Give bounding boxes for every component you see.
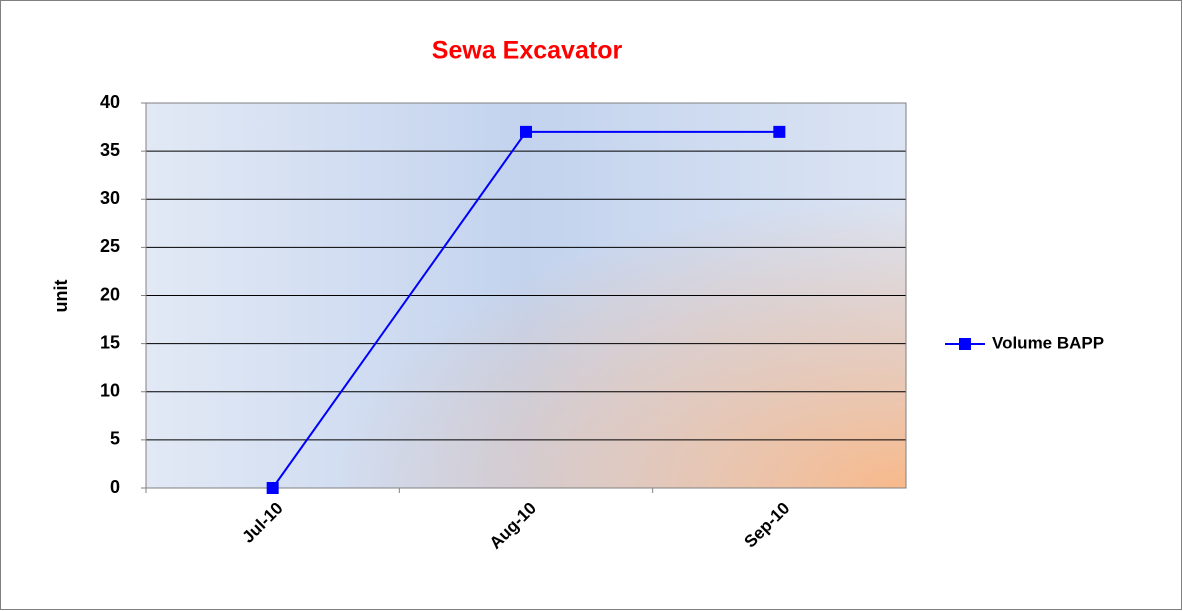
y-tick-label: 10 [100, 381, 120, 401]
marker [773, 125, 786, 138]
y-tick-label: 20 [100, 284, 120, 304]
y-tick-label: 30 [100, 188, 120, 208]
y-tick-label: 40 [100, 92, 120, 112]
y-tick-label: 35 [100, 140, 120, 160]
chart-title: Sewa Excavator [432, 37, 623, 65]
y-tick-label: 25 [100, 236, 120, 256]
y-tick-label: 0 [110, 477, 120, 497]
legend-marker [959, 338, 971, 350]
legend-label: Volume BAPP [992, 333, 1104, 352]
marker [266, 482, 279, 494]
marker [520, 125, 532, 138]
y-axis-label: unit [51, 280, 71, 313]
y-tick-label: 5 [110, 429, 120, 449]
y-tick-label: 15 [100, 332, 120, 352]
plot-border [145, 102, 907, 489]
